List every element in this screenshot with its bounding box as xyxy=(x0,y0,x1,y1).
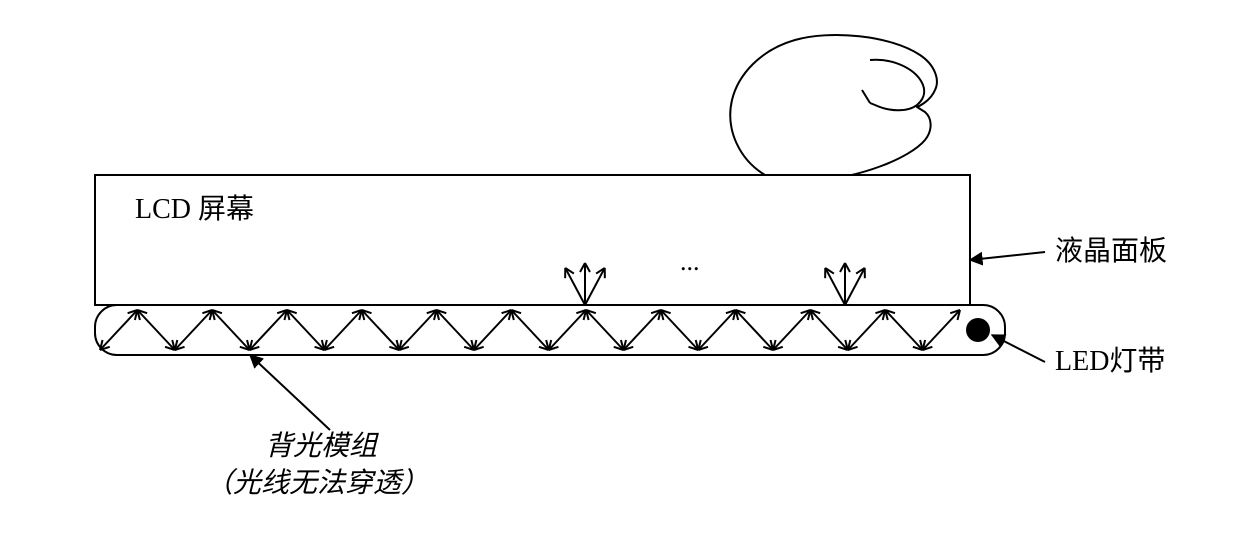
leader-backlight xyxy=(250,355,330,430)
label-backlight-line2: （光线无法穿透） xyxy=(205,468,429,499)
leader-panel xyxy=(970,252,1045,260)
label-backlight-line1: 背光模组 xyxy=(265,431,379,462)
led-dot xyxy=(966,318,990,342)
label-led: LED灯带 xyxy=(1055,345,1165,377)
emit-ellipsis: ... xyxy=(680,247,700,276)
finger-illustration xyxy=(730,35,937,180)
label-panel: 液晶面板 xyxy=(1055,235,1167,267)
label-lcd: LCD 屏幕 xyxy=(135,193,254,225)
